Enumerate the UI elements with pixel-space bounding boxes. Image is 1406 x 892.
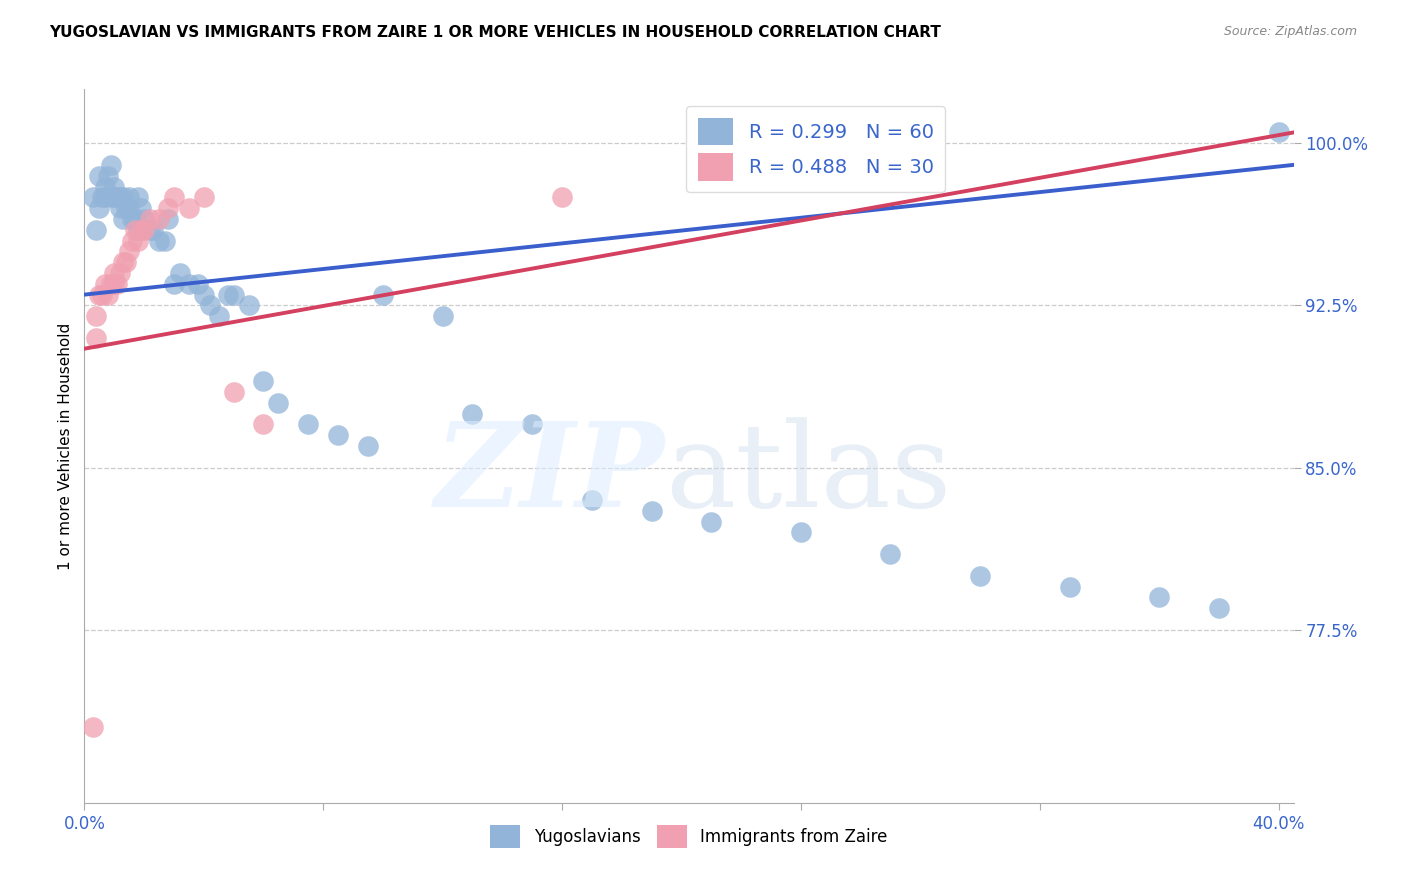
Legend: Yugoslavians, Immigrants from Zaire: Yugoslavians, Immigrants from Zaire <box>484 818 894 855</box>
Point <box>84 223 107 237</box>
Point <box>127 234 149 248</box>
Point <box>193 287 215 301</box>
Point <box>100 158 122 172</box>
Point <box>163 190 186 204</box>
Point <box>82 190 104 204</box>
Point <box>217 287 239 301</box>
Point <box>129 223 152 237</box>
Point <box>108 190 131 204</box>
Point <box>1059 580 1081 594</box>
Point <box>187 277 209 291</box>
Point <box>97 287 120 301</box>
Point <box>522 417 544 432</box>
Point <box>222 287 245 301</box>
Point <box>879 547 901 561</box>
Point <box>820 132 842 146</box>
Point <box>267 396 290 410</box>
Point <box>105 190 128 204</box>
Point <box>124 223 146 237</box>
Point <box>222 384 245 399</box>
Text: atlas: atlas <box>665 417 950 532</box>
Point <box>84 310 107 324</box>
Point <box>118 190 141 204</box>
Y-axis label: 1 or more Vehicles in Household: 1 or more Vehicles in Household <box>58 322 73 570</box>
Point <box>127 190 149 204</box>
Point <box>100 277 122 291</box>
Point <box>89 287 111 301</box>
Point <box>326 428 349 442</box>
Point <box>551 190 574 204</box>
Point <box>84 331 107 345</box>
Point <box>163 277 186 291</box>
Text: ZIP: ZIP <box>434 417 665 532</box>
Point <box>103 277 125 291</box>
Point <box>91 190 114 204</box>
Point <box>112 255 135 269</box>
Point <box>103 179 125 194</box>
Point <box>115 255 138 269</box>
Point <box>115 201 138 215</box>
Point <box>148 211 170 226</box>
Point <box>132 223 155 237</box>
Point <box>139 211 162 226</box>
Point <box>132 211 155 226</box>
Point <box>156 201 179 215</box>
Point <box>121 211 143 226</box>
Point <box>97 169 120 183</box>
Point <box>461 407 484 421</box>
Point <box>252 417 274 432</box>
Point <box>581 493 603 508</box>
Point <box>148 234 170 248</box>
Point <box>108 201 131 215</box>
Point <box>640 504 662 518</box>
Point <box>91 287 114 301</box>
Point <box>153 234 176 248</box>
Point <box>121 234 143 248</box>
Point <box>193 190 215 204</box>
Point <box>103 266 125 280</box>
Text: Source: ZipAtlas.com: Source: ZipAtlas.com <box>1223 25 1357 38</box>
Point <box>156 211 179 226</box>
Point <box>700 515 723 529</box>
Point <box>1267 125 1289 139</box>
Point <box>108 266 131 280</box>
Point <box>100 190 122 204</box>
Point <box>118 244 141 259</box>
Point <box>142 223 165 237</box>
Point <box>89 201 111 215</box>
Point <box>252 374 274 388</box>
Point <box>208 310 231 324</box>
Point <box>357 439 380 453</box>
Point <box>118 201 141 215</box>
Point <box>129 201 152 215</box>
Point <box>89 169 111 183</box>
Point <box>112 211 135 226</box>
Point <box>94 277 117 291</box>
Point <box>297 417 319 432</box>
Point <box>1208 601 1230 615</box>
Point <box>103 190 125 204</box>
Point <box>169 266 191 280</box>
Point <box>790 525 813 540</box>
Point <box>105 277 128 291</box>
Point <box>112 190 135 204</box>
Point <box>124 211 146 226</box>
Point <box>177 201 200 215</box>
Point <box>371 287 394 301</box>
Point <box>969 568 991 582</box>
Point <box>238 298 260 312</box>
Point <box>94 179 117 194</box>
Point <box>82 720 104 734</box>
Text: YUGOSLAVIAN VS IMMIGRANTS FROM ZAIRE 1 OR MORE VEHICLES IN HOUSEHOLD CORRELATION: YUGOSLAVIAN VS IMMIGRANTS FROM ZAIRE 1 O… <box>49 25 941 40</box>
Point <box>1147 591 1170 605</box>
Point <box>177 277 200 291</box>
Point <box>139 223 162 237</box>
Point <box>432 310 454 324</box>
Point <box>94 190 117 204</box>
Point <box>198 298 221 312</box>
Point <box>127 223 149 237</box>
